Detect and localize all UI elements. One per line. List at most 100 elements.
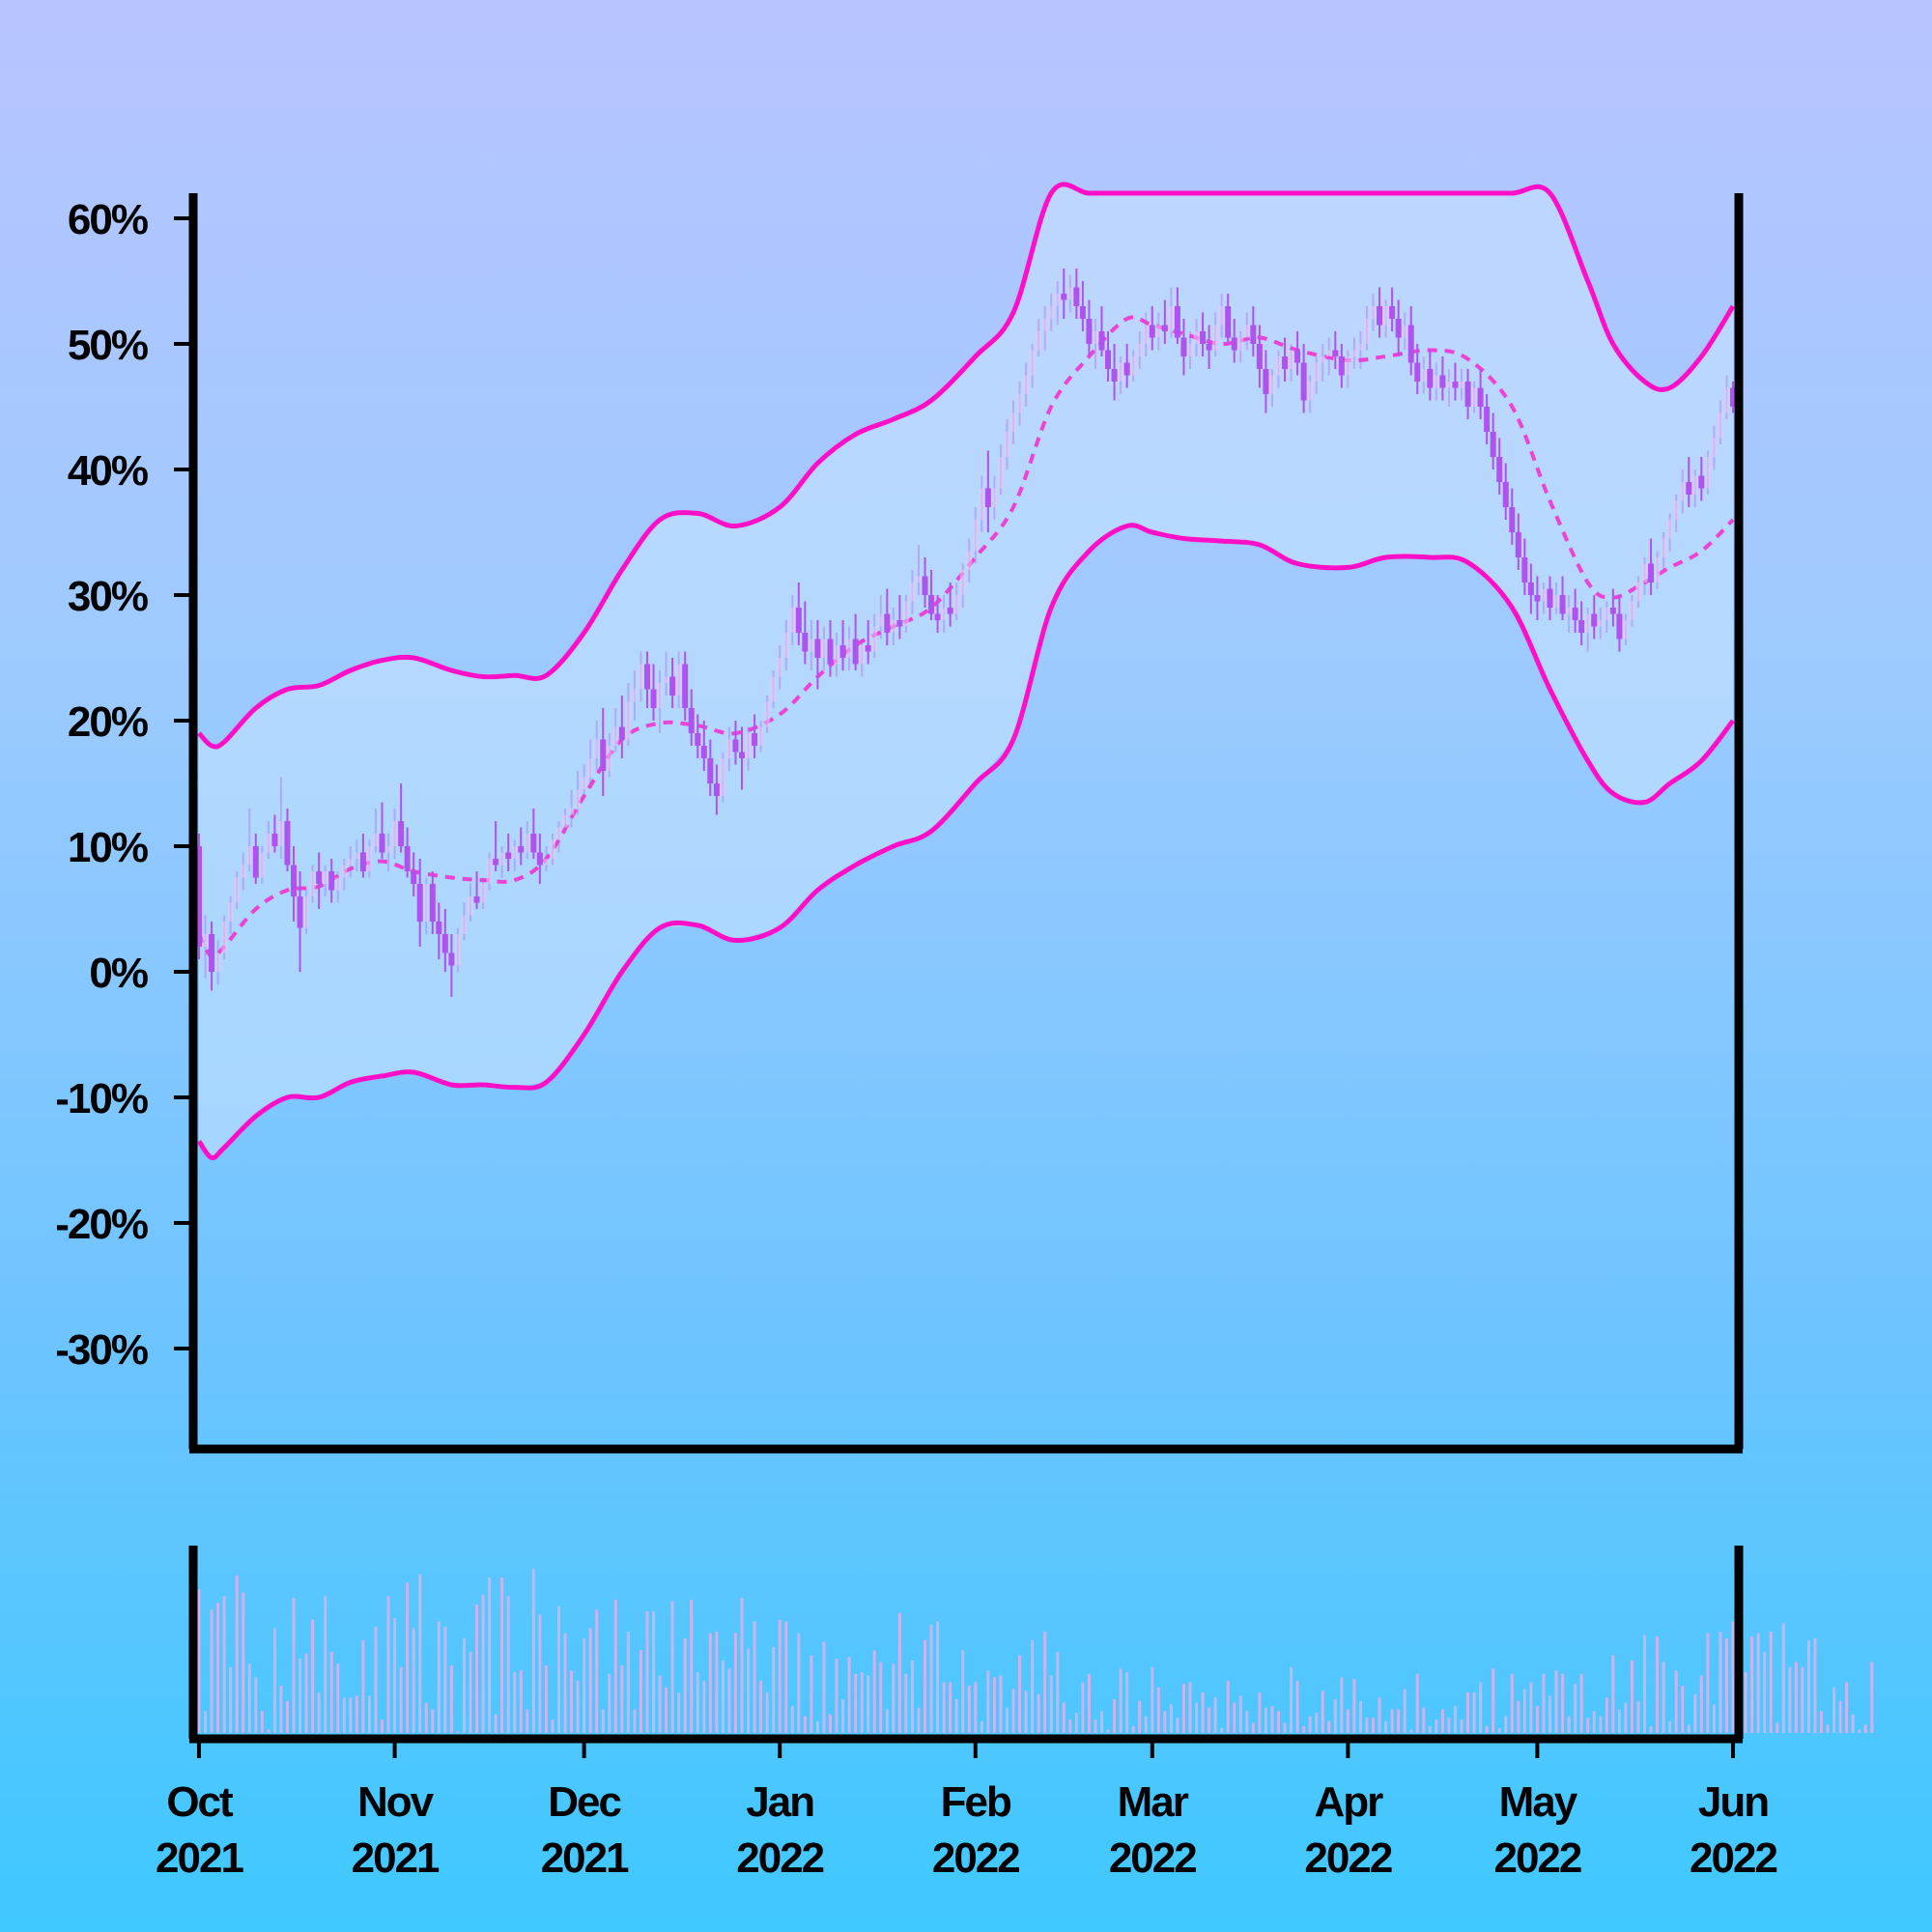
volume-bar [639,1650,642,1733]
candle-body [877,613,884,627]
candle-body [972,520,979,552]
bollinger-upper-line [197,182,1736,750]
candle [1263,350,1269,413]
volume-bar [784,1621,788,1733]
volume-bar [1106,1729,1110,1733]
candle [291,846,298,922]
candle [1578,601,1585,645]
candle-body [1086,319,1093,344]
volume-bar [1617,1709,1621,1733]
y-axis-ticks: 60% 50% 40% 30% 20% 10% 0% -10% -20% -30% [55,196,193,1374]
volume-bar [437,1621,440,1733]
candle [1597,608,1604,639]
volume-bar [954,1699,958,1733]
volume-bar [1485,1726,1489,1733]
volume-bar [1031,1639,1035,1733]
volume-bar [1321,1690,1324,1733]
volume-bar [1011,1689,1015,1733]
volume-bar [740,1598,744,1733]
candle-body [441,934,448,953]
candle [366,839,373,878]
volume-bar [790,1706,794,1733]
volume-bar [1801,1666,1804,1733]
candle [1414,344,1421,394]
x-tick-label-line: 2022 [736,1834,823,1882]
volume-bar [1858,1729,1861,1733]
x-tick-label-line: 2021 [541,1834,629,1882]
candle [1086,299,1093,356]
volume-bar [1453,1706,1457,1733]
bollinger-band-fill [199,184,1733,1158]
volume-bar [677,1692,681,1733]
candle [1143,312,1150,356]
y-tick-label: -20% [55,1201,148,1248]
volume-bar [721,1660,724,1733]
candle-body [934,613,941,620]
volume-bar [601,1709,605,1733]
candle-body [587,758,594,778]
candle [1325,337,1332,376]
candle [1540,582,1547,614]
volume-bar [1018,1655,1022,1733]
volume-bar [349,1697,353,1733]
volume-bar [1208,1707,1211,1733]
candle [322,865,328,896]
candle [581,764,587,796]
candle [511,839,518,871]
candle [284,809,291,871]
volume-bar [374,1626,378,1733]
candle [1363,306,1370,351]
volume-bar [1276,1711,1280,1733]
candle [1629,595,1635,627]
volume-bar [1460,1719,1463,1733]
volume-bar [665,1687,668,1733]
candle [732,721,739,765]
candle [1445,369,1452,407]
candle-body [359,852,366,871]
candle [436,902,442,959]
volume-bar [1081,1682,1085,1733]
candle-body [316,871,323,884]
volume-bar [936,1621,940,1733]
volume-bar [336,1663,340,1733]
volume-bar [1258,1692,1262,1733]
volume-bar [1068,1719,1072,1733]
candle [480,877,487,909]
candle-body [221,922,228,953]
volume-bar [1144,1716,1148,1733]
volume-bar [1579,1673,1583,1733]
candle-body [498,852,505,866]
candle-body [1250,325,1257,344]
candle [549,834,555,866]
candle-body [770,676,777,702]
candle [669,658,676,708]
x-tick-label-line: 2022 [1690,1834,1776,1882]
volume-bar [393,1618,397,1733]
candle-body [1433,375,1439,388]
candle [555,821,562,853]
candle-body [1066,287,1073,300]
candle [1648,538,1655,595]
axis-layer [188,193,1744,1744]
volume-bar [910,1660,914,1733]
volume-bar [1372,1718,1376,1733]
volume-bar [1056,1652,1060,1733]
candle [782,620,789,670]
x-tick-label: May 2022 [1493,1778,1580,1882]
candle [713,764,720,815]
x-tick-label-line: 2021 [352,1834,440,1882]
candle-body [663,676,669,683]
candle-body [1402,325,1408,338]
candle-body [581,777,587,790]
candle-body [1572,608,1578,620]
candle-body [1036,331,1042,351]
candle-body [246,846,253,866]
candle [1345,350,1351,388]
candle [1521,538,1528,595]
candle [1402,312,1408,351]
candle [606,733,612,778]
volume-bar [229,1666,233,1733]
volume-bar [1763,1652,1767,1733]
x-tick-label-line: Oct [166,1778,234,1826]
candle-body [1073,287,1080,306]
